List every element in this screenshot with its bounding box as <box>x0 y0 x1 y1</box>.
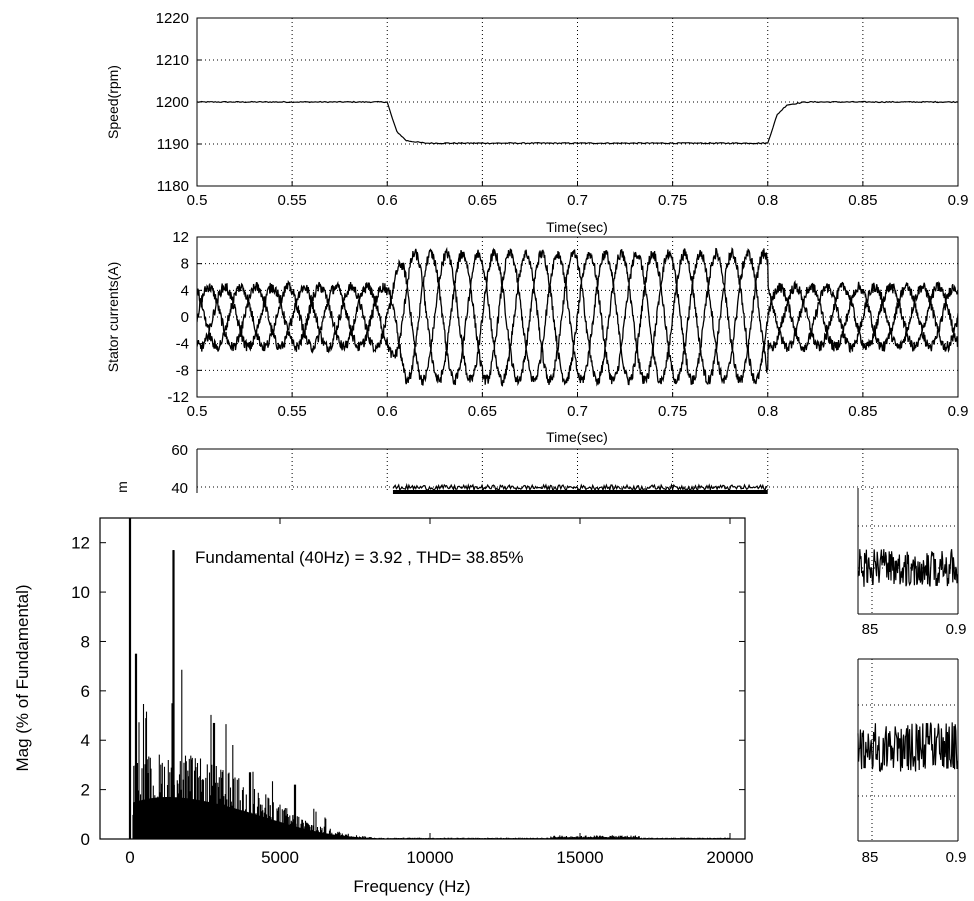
y-tick-label: 1220 <box>156 10 189 27</box>
torque-ytick-40: 40 <box>171 480 188 497</box>
x-tick-label: 0.65 <box>468 403 497 420</box>
torque-band-fill <box>392 490 768 494</box>
stator-xlabel: Time(sec) <box>546 429 608 445</box>
speed-ylabel: Speed(rpm) <box>105 65 121 139</box>
x-tick-label: 0.8 <box>757 192 778 209</box>
right-fragment-panel-2: 85 0.9 <box>857 658 967 866</box>
speed-panel: 0.5 0.55 0.6 0.65 0.7 0.75 0.8 0.85 0.9 1180 1190 1… <box>105 10 968 235</box>
y-tick-label: -4 <box>176 336 189 353</box>
fft-y-tick-label: 0 <box>81 830 90 849</box>
x-tick-label: 0.75 <box>658 192 687 209</box>
x-tick-label: 0.85 <box>848 192 877 209</box>
x-tick-label: 0.9 <box>948 403 969 420</box>
stator-phase-2-line <box>197 248 958 386</box>
x-tick-label: 0.7 <box>567 403 588 420</box>
x-tick-label: 0.55 <box>278 403 307 420</box>
speed-xlabel: Time(sec) <box>546 219 608 235</box>
y-tick-label: 1200 <box>156 94 189 111</box>
stator-phase-1-line <box>197 246 958 387</box>
fft-y-tick-label: 12 <box>71 534 90 553</box>
fft-x-tick-label: 10000 <box>406 848 453 867</box>
y-tick-label: -12 <box>167 389 189 406</box>
fft-y-tick-label: 6 <box>81 682 90 701</box>
x-tick-label: 0.5 <box>187 192 208 209</box>
x-tick-label: 0.5 <box>187 403 208 420</box>
y-tick-label: 1190 <box>157 136 189 153</box>
right2-xtick-85: 85 <box>862 849 879 866</box>
x-tick-label: 0.8 <box>757 403 778 420</box>
x-tick-label: 0.6 <box>377 192 398 209</box>
speed-line <box>197 100 958 145</box>
y-tick-label: 12 <box>172 229 189 246</box>
fft-xlabel: Frequency (Hz) <box>353 877 470 896</box>
x-tick-label: 0.85 <box>848 403 877 420</box>
fft-y-tick-label: 10 <box>71 583 90 602</box>
x-tick-label: 0.55 <box>278 192 307 209</box>
stator-ylabel: Stator currents(A) <box>105 262 121 372</box>
fft-y-tick-label: 2 <box>81 781 90 800</box>
x-tick-label: 0.9 <box>948 192 969 209</box>
fft-annotation: Fundamental (40Hz) = 3.92 , THD= 38.85% <box>195 548 524 567</box>
right-fragment-panel-1: 85 0.9 <box>857 488 967 638</box>
x-tick-label: 0.6 <box>377 403 398 420</box>
y-tick-label: 0 <box>181 309 189 326</box>
y-tick-label: 8 <box>181 256 189 273</box>
fft-spectrum-fill <box>133 797 730 839</box>
x-tick-label: 0.7 <box>567 192 588 209</box>
fft-x-tick-label: 0 <box>125 848 134 867</box>
fft-y-tick-label: 8 <box>81 632 90 651</box>
torque-ylabel-fragment: m <box>114 481 130 493</box>
right2-xtick-0.9: 0.9 <box>946 849 967 866</box>
y-tick-label: 1180 <box>157 178 189 195</box>
fft-y-tick-label: 4 <box>81 731 90 750</box>
fft-x-tick-label: 20000 <box>706 848 753 867</box>
fft-x-tick-label: 5000 <box>261 848 299 867</box>
x-tick-label: 0.75 <box>658 403 687 420</box>
y-tick-label: 1210 <box>156 52 189 69</box>
y-tick-label: -8 <box>176 362 189 379</box>
fft-panel: 0 5000 10000 15000 20000 0 2 4 6 8 10 12 Fundamenta… <box>0 494 852 901</box>
fragment-signal-line <box>857 722 959 773</box>
right1-xtick-85: 85 <box>862 621 879 638</box>
fft-x-tick-label: 15000 <box>556 848 603 867</box>
x-tick-label: 0.65 <box>468 192 497 209</box>
y-tick-label: 4 <box>181 282 189 299</box>
stator-phase-3-line <box>197 247 958 387</box>
stator-currents-panel: 0.5 0.55 0.6 0.65 0.7 0.75 0.8 0.85 0.9 -12 -8 -4 0 4… <box>105 229 968 445</box>
torque-band-line <box>392 482 768 493</box>
fft-ylabel: Mag (% of Fundamental) <box>13 584 32 771</box>
right1-xtick-0.9: 0.9 <box>946 621 967 638</box>
torque-ytick-60: 60 <box>171 442 188 459</box>
torque-panel: 60 40 m <box>114 442 959 497</box>
fragment-signal-line <box>857 549 959 587</box>
